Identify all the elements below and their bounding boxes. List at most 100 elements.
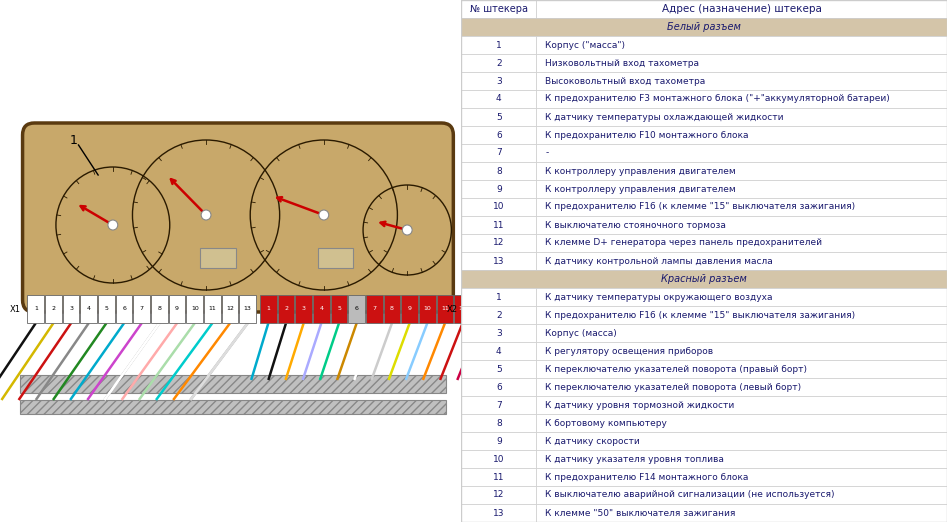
Bar <box>461 306 537 324</box>
Bar <box>537 180 947 198</box>
Bar <box>461 162 537 180</box>
Bar <box>205 295 221 323</box>
Text: 12: 12 <box>493 491 505 500</box>
Bar <box>331 295 348 323</box>
Bar <box>461 432 537 450</box>
Bar <box>537 54 947 72</box>
Text: 7: 7 <box>496 400 502 409</box>
Bar <box>537 360 947 378</box>
Bar <box>455 295 471 323</box>
Text: К предохранителю F16 (к клемме "15" выключателя зажигания): К предохранителю F16 (к клемме "15" выкл… <box>545 203 855 211</box>
Bar <box>461 144 537 162</box>
Bar <box>461 252 537 270</box>
Text: 2: 2 <box>284 306 288 312</box>
Text: К клемме D+ генератора через панель предохранителей: К клемме D+ генератора через панель пред… <box>545 239 822 247</box>
Bar <box>461 126 537 144</box>
Text: К регулятору освещения приборов: К регулятору освещения приборов <box>545 347 713 355</box>
Bar <box>402 295 418 323</box>
Text: 6: 6 <box>355 306 359 312</box>
Text: 8: 8 <box>390 306 394 312</box>
Text: X2: X2 <box>446 304 457 314</box>
Bar <box>461 324 537 342</box>
Text: К выключателю аварийной сигнализации (не используется): К выключателю аварийной сигнализации (не… <box>545 491 834 500</box>
Bar <box>461 504 537 522</box>
Text: К клемме "50" выключателя зажигания: К клемме "50" выключателя зажигания <box>545 508 736 517</box>
Text: 8: 8 <box>496 419 502 428</box>
Bar <box>461 342 537 360</box>
Bar <box>63 295 80 323</box>
Bar <box>537 0 947 18</box>
Text: 5: 5 <box>337 306 341 312</box>
Bar <box>461 270 947 288</box>
Text: 7: 7 <box>372 306 376 312</box>
Text: 3: 3 <box>69 306 73 312</box>
Bar <box>437 295 454 323</box>
Text: 3: 3 <box>496 77 502 86</box>
Bar <box>461 468 537 486</box>
Text: 1: 1 <box>34 306 38 312</box>
Text: 10: 10 <box>493 203 505 211</box>
Bar <box>98 295 115 323</box>
Bar <box>461 18 947 36</box>
Circle shape <box>108 220 117 230</box>
Bar <box>537 432 947 450</box>
Bar <box>537 90 947 108</box>
Bar <box>45 295 62 323</box>
Bar <box>461 54 537 72</box>
Bar <box>537 468 947 486</box>
Text: 4: 4 <box>496 94 502 103</box>
Bar <box>461 108 537 126</box>
Bar <box>461 360 537 378</box>
Text: К переключателю указателей поворота (левый борт): К переключателю указателей поворота (лев… <box>545 383 801 392</box>
Text: 12: 12 <box>226 306 234 312</box>
Bar <box>461 234 537 252</box>
Text: К предохранителю F10 монтажного блока: К предохранителю F10 монтажного блока <box>545 130 749 139</box>
Bar <box>461 198 537 216</box>
FancyBboxPatch shape <box>23 123 454 312</box>
Text: 8: 8 <box>157 306 161 312</box>
Bar <box>537 306 947 324</box>
Text: 7: 7 <box>140 306 144 312</box>
Text: 1: 1 <box>496 41 502 50</box>
Text: № штекера: № штекера <box>470 4 527 14</box>
Text: К переключателю указателей поворота (правый борт): К переключателю указателей поворота (пра… <box>545 364 807 374</box>
Bar <box>537 216 947 234</box>
Bar <box>366 295 383 323</box>
Bar <box>537 252 947 270</box>
Bar <box>277 295 295 323</box>
Text: 8: 8 <box>496 167 502 175</box>
Text: 6: 6 <box>496 383 502 392</box>
Bar <box>461 72 537 90</box>
Text: 11: 11 <box>441 306 449 312</box>
Bar <box>20 375 446 393</box>
Text: 2: 2 <box>496 58 502 67</box>
Bar <box>537 198 947 216</box>
Text: Корпус (масса): Корпус (масса) <box>545 328 617 338</box>
Text: 1: 1 <box>70 134 78 147</box>
Text: К контроллеру управления двигателем: К контроллеру управления двигателем <box>545 184 736 194</box>
Bar <box>187 295 203 323</box>
Bar <box>461 0 537 18</box>
Bar <box>419 295 436 323</box>
Text: Высоковольтный вход тахометра: Высоковольтный вход тахометра <box>545 77 706 86</box>
Text: 9: 9 <box>496 184 502 194</box>
Text: 12: 12 <box>458 306 467 312</box>
Bar <box>537 162 947 180</box>
Circle shape <box>319 210 329 220</box>
Text: К датчику указателя уровня топлива: К датчику указателя уровня топлива <box>545 455 724 464</box>
Text: 11: 11 <box>493 472 505 481</box>
Bar <box>472 295 489 323</box>
Bar <box>537 504 947 522</box>
Bar <box>537 288 947 306</box>
Text: 9: 9 <box>496 436 502 445</box>
Text: 5: 5 <box>496 113 502 122</box>
Bar <box>222 295 239 323</box>
Circle shape <box>402 225 412 235</box>
Text: 4: 4 <box>496 347 502 355</box>
Bar <box>537 396 947 414</box>
Text: -: - <box>545 148 548 158</box>
Bar <box>295 295 313 323</box>
Bar <box>200 248 236 268</box>
Bar <box>461 288 537 306</box>
Text: Корпус ("масса"): Корпус ("масса") <box>545 41 625 50</box>
